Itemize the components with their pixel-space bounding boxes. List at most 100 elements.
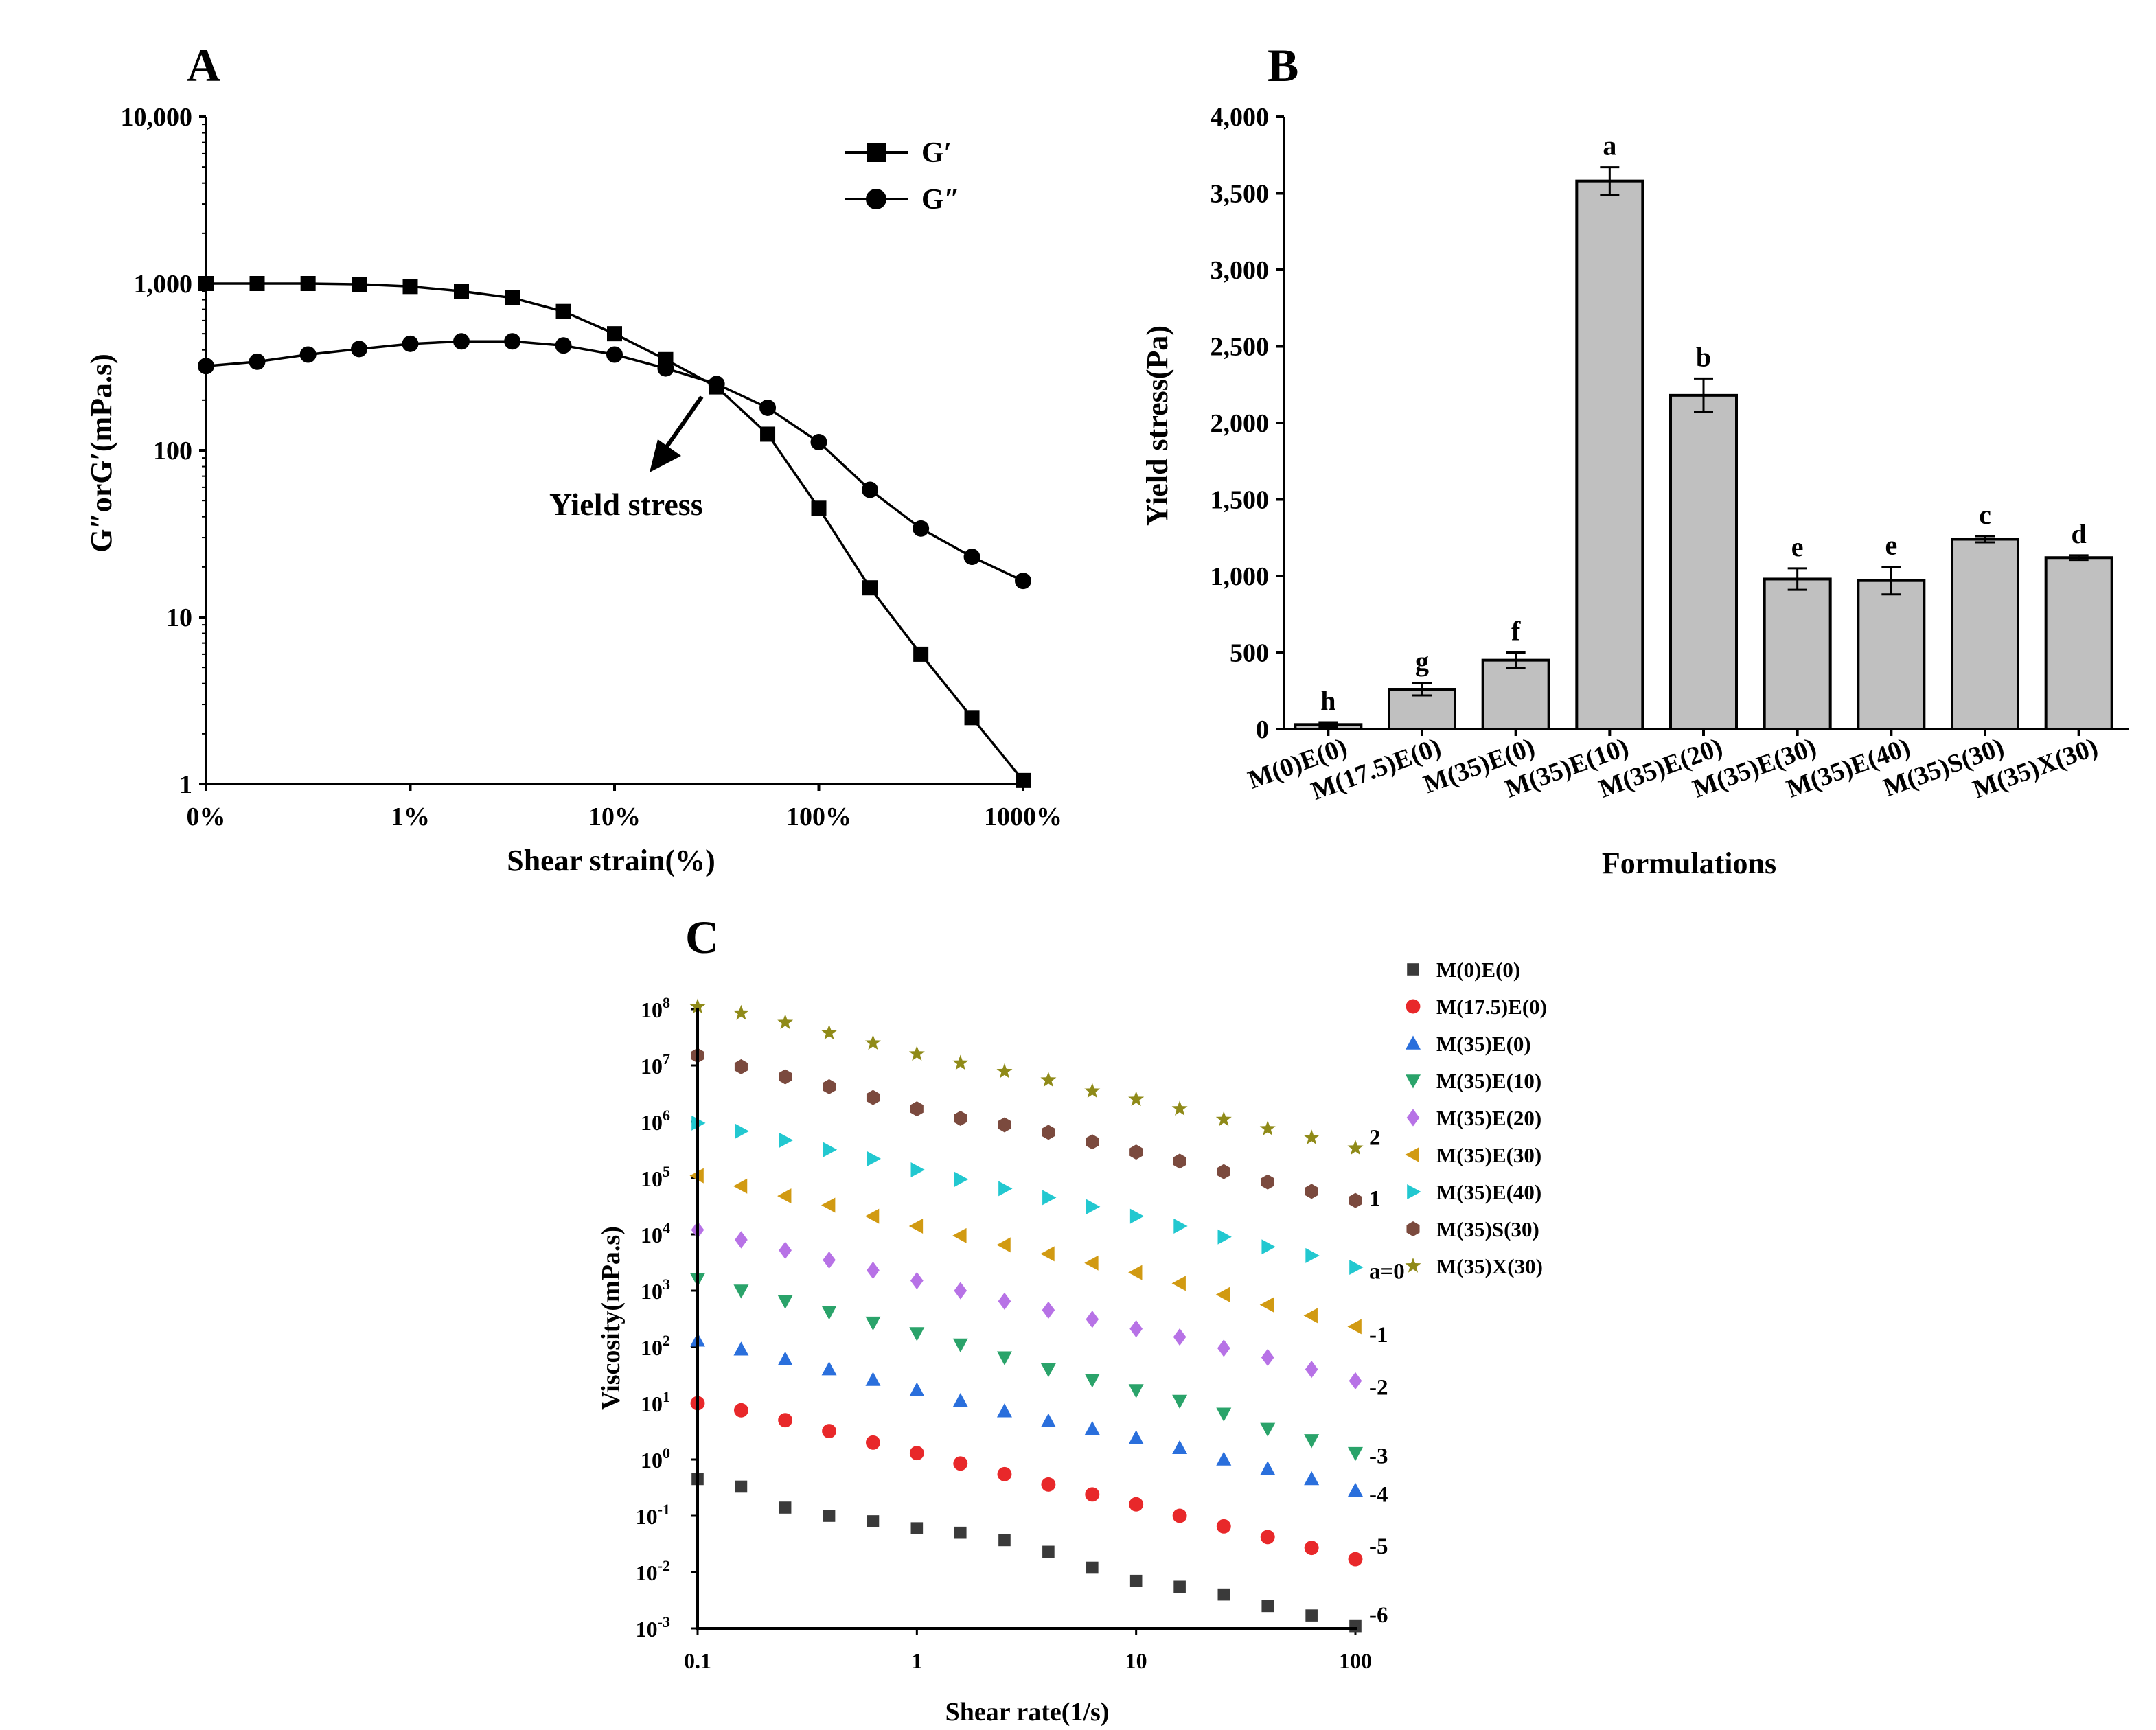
panel-c-point-m-0-e-0 [1305, 1609, 1318, 1622]
panel-c-point-m-35-e-20 [735, 1231, 748, 1249]
legend-label-g-prime: G′ [921, 137, 952, 169]
panel-a-point-g-prime [352, 277, 367, 292]
panel-c-point-m-35-e-20 [954, 1282, 967, 1300]
panel-c-point-m-35-e-10 [1128, 1384, 1144, 1398]
panel-c-point-m-35-e-10 [1260, 1422, 1276, 1437]
panel-c-point-m-35-e-0 [1084, 1420, 1100, 1435]
panel-c-y-tick-label: 100 [641, 1444, 670, 1473]
panel-c-point-m-35-e-40 [954, 1171, 969, 1187]
panel-c-point-m-35-s-30 [823, 1079, 836, 1094]
panel-c-point-m-35-x-30 [952, 1054, 969, 1070]
panel-c-point-m-35-e-20 [1217, 1339, 1230, 1357]
panel-c-point-m-35-e-40 [1261, 1239, 1276, 1255]
panel-b-x-axis-title: Formulations [1602, 846, 1776, 880]
panel-c-x-tick-label: 100 [1339, 1648, 1372, 1673]
panel-c-point-m-17-5-e-0 [733, 1403, 748, 1418]
yield-stress-label: Yield stress [549, 487, 703, 522]
panel-c-point-m-0-e-0 [1261, 1600, 1274, 1613]
yield-stress-annotation: Yield stress [549, 395, 704, 522]
panel-c-legend-marker [1406, 1035, 1421, 1050]
panel-c-point-m-35-e-10 [1172, 1394, 1188, 1409]
panel-b-bar [1763, 577, 1832, 731]
panel-c-y-tick-base: 10 [641, 1335, 663, 1360]
panel-c-point-m-35-s-30 [1261, 1174, 1274, 1190]
panel-c-y-tick-base: 10 [636, 1504, 658, 1529]
panel-b-significance-letter: b [1696, 341, 1711, 372]
panel-c-point-m-35-e-30 [1084, 1255, 1099, 1271]
panel-c-point-m-35-e-30 [864, 1208, 880, 1224]
panel-c-side-label: -2 [1369, 1375, 1388, 1400]
panel-c-y-tick-base: 10 [641, 1110, 663, 1135]
yield-stress-arrow-shaft [663, 395, 704, 451]
panel-c-y-tick-exponent: 2 [663, 1332, 670, 1349]
panel-b: B 0 500 1,000 1,500 2,000 2,500 3,000 3,500 4,00… [1140, 39, 2129, 880]
panel-c-point-m-17-5-e-0 [822, 1424, 837, 1439]
panel-a-point-g-prime [964, 710, 980, 726]
panel-c-point-m-35-e-20 [1261, 1348, 1274, 1366]
panel-c-y-tick-base: 10 [641, 1223, 663, 1247]
panel-c-point-m-35-s-30 [998, 1117, 1011, 1133]
panel-b-significance-letter: h [1320, 685, 1335, 716]
panel-a-y-axis-title: G″orG′(mPa.s) [84, 354, 118, 553]
panel-a-x-tick-label: 10% [588, 803, 641, 831]
panel-c-point-m-35-e-20 [1305, 1360, 1318, 1379]
panel-c-legend-marker [1406, 1221, 1420, 1236]
panel-c-point-m-35-x-30 [1215, 1111, 1232, 1127]
panel-c-point-m-35-e-40 [1129, 1208, 1145, 1224]
panel-a-y-tick-label: 1 [179, 770, 192, 799]
panel-c-point-m-35-e-30 [821, 1197, 836, 1213]
panel-a-point-g-prime [555, 303, 571, 319]
panel-c-point-m-35-e-0 [865, 1372, 881, 1386]
panel-c-point-m-35-e-0 [909, 1382, 925, 1396]
panel-b-y-tick-label: 3,000 [1211, 256, 1270, 285]
panel-c-point-m-35-s-30 [1217, 1164, 1230, 1179]
panel-c-point-m-35-e-20 [1129, 1319, 1143, 1338]
panel-c-point-m-35-e-0 [1348, 1482, 1363, 1497]
panel-c-x-tick-label: 10 [1125, 1648, 1147, 1673]
panel-c-y-tick-label: 10-3 [636, 1613, 670, 1641]
panel-c-y-tick-base: 10 [641, 1392, 663, 1416]
panel-c-legend-label: M(35)E(20) [1436, 1106, 1541, 1130]
panel-c-point-m-35-e-40 [1349, 1259, 1364, 1275]
panel-b-bar [1669, 393, 1738, 730]
panel-c-point-m-35-e-20 [1349, 1372, 1362, 1390]
panel-c-point-m-35-e-10 [952, 1338, 968, 1353]
panel-a-point-g-double-prime [963, 549, 980, 566]
panel-c-y-tick-base: 10 [641, 1166, 663, 1191]
panel-c-point-m-35-e-40 [1042, 1190, 1057, 1206]
panel-c-point-m-35-e-0 [1260, 1461, 1276, 1475]
panel-b-bar [1951, 538, 2019, 730]
panel-c-point-m-35-x-30 [1303, 1129, 1320, 1145]
panel-c-point-m-35-s-30 [1086, 1134, 1099, 1150]
panel-a-point-g-prime [1016, 772, 1031, 788]
panel-c-point-m-35-e-30 [1347, 1319, 1362, 1335]
panel-a-point-g-prime [505, 290, 520, 305]
panel-c-y-tick-exponent: 6 [663, 1107, 670, 1124]
panel-a-point-g-double-prime [862, 481, 878, 498]
panel-c-y-tick-label: 102 [641, 1332, 670, 1360]
panel-c-point-m-35-x-30 [733, 1004, 749, 1020]
panel-c-point-m-35-e-40 [998, 1181, 1013, 1197]
panel-a-x-tick-label: 0% [187, 803, 226, 831]
panel-a-point-g-prime [913, 646, 929, 662]
panel-c-point-m-35-e-30 [1128, 1265, 1143, 1280]
panel-c-side-label: a=0 [1369, 1259, 1405, 1284]
panel-c-point-m-35-x-30 [864, 1035, 881, 1050]
panel-a-point-g-double-prime [555, 337, 572, 354]
panel-a-point-g-prime [811, 500, 827, 516]
panel-c-point-m-35-s-30 [866, 1089, 880, 1105]
panel-b-significance-letter: c [1979, 499, 1991, 530]
panel-c-point-m-17-5-e-0 [1172, 1508, 1187, 1523]
panel-c-y-tick-exponent: 0 [663, 1444, 670, 1462]
panel-c-point-m-0-e-0 [779, 1501, 792, 1514]
panel-c-point-m-35-e-20 [867, 1261, 880, 1279]
panel-a-y-tick-label: 10,000 [121, 103, 193, 132]
panel-c-point-m-35-e-40 [910, 1162, 925, 1178]
panel-c-side-label: -3 [1369, 1444, 1388, 1469]
panel-c-point-m-35-x-30 [1347, 1140, 1364, 1155]
panel-c-y-tick-exponent: 3 [663, 1276, 670, 1293]
panel-c-side-label: 1 [1369, 1186, 1381, 1211]
panel-c-point-m-35-x-30 [1171, 1100, 1188, 1116]
panel-b-y-tick-label: 1,000 [1211, 562, 1270, 591]
panel-c-y-tick-label: 104 [641, 1219, 670, 1247]
